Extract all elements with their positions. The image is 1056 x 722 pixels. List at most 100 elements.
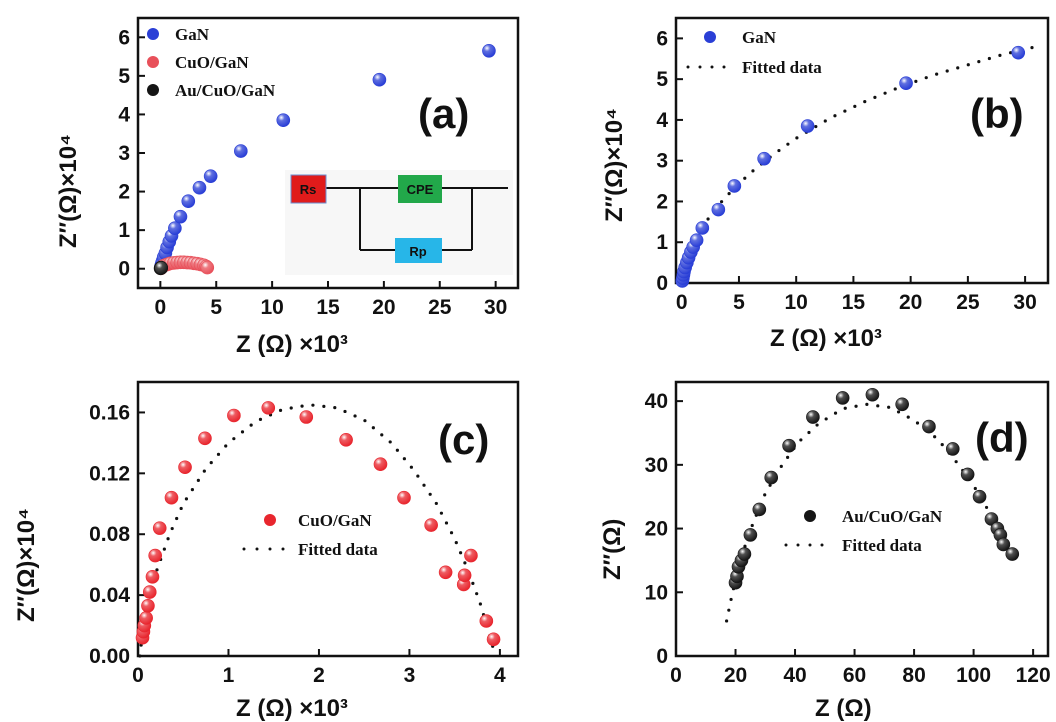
fit-dot [162, 547, 166, 551]
rp-element [395, 238, 442, 263]
data-point [299, 410, 314, 424]
fit-dot [278, 408, 283, 412]
x-tick-label: 10 [260, 296, 283, 319]
fit-dot [973, 486, 977, 491]
data-point [203, 169, 218, 183]
x-tick-label: 1 [223, 664, 235, 687]
fit-dot [887, 405, 891, 409]
legend-label: CuO/GaN [298, 511, 372, 530]
data-point [373, 457, 388, 472]
y-tick-label: 3 [118, 142, 130, 165]
data-point [945, 442, 960, 456]
fit-dot [833, 114, 837, 118]
fit-dot [434, 501, 438, 506]
y-tick-label: 2 [118, 181, 130, 204]
fit-dot [1030, 46, 1034, 50]
panel-b-label: (b) [970, 90, 1024, 137]
legend-marker [147, 28, 159, 40]
legend-dotted-line [242, 547, 285, 551]
y-tick-label: 0.16 [89, 401, 130, 424]
fit-dot [458, 551, 463, 555]
x-tick-label: 0 [132, 664, 144, 687]
fit-dot [175, 516, 179, 521]
x-tick-label: 100 [956, 664, 991, 687]
data-point [482, 43, 496, 58]
data-point [145, 570, 160, 584]
fit-dot [724, 619, 729, 623]
fit-dot [343, 409, 347, 414]
panel-d-label: (d) [975, 414, 1029, 461]
data-point [743, 528, 758, 542]
fit-dot [395, 448, 399, 452]
fit-dot [138, 654, 142, 658]
fit-dot [833, 411, 838, 415]
fit-dot [743, 176, 747, 180]
fit-dot [795, 136, 799, 140]
x-tick-label: 20 [899, 291, 922, 314]
panel-d-points [728, 387, 1020, 590]
fit-dot [444, 521, 449, 525]
y-tick-label: 0 [656, 272, 668, 295]
y-tick-label: 20 [645, 518, 668, 541]
x-tick-label: 15 [842, 291, 866, 314]
fit-dot [906, 415, 910, 419]
y-tick-label: 0.08 [89, 523, 130, 546]
data-point [181, 194, 196, 209]
y-tick-label: 1 [118, 219, 130, 242]
legend-label: Au/CuO/GaN [175, 81, 276, 100]
data-point [168, 221, 182, 236]
fit-dot [428, 492, 432, 496]
fit-dot [984, 505, 989, 510]
x-tick-label: 60 [843, 664, 866, 687]
legend-marker [804, 510, 816, 522]
data-point [960, 467, 975, 482]
data-point [276, 113, 291, 128]
fit-dot [449, 531, 454, 535]
x-tick-label: 30 [484, 296, 507, 319]
fit-dot [300, 404, 304, 408]
fit-dot [977, 60, 981, 64]
fit-dot [843, 109, 847, 113]
fit-dot [768, 483, 772, 487]
data-point [782, 438, 796, 453]
x-tick-label: 5 [733, 291, 745, 314]
fit-dot [289, 406, 293, 410]
fit-dot [371, 426, 375, 430]
fit-dot [729, 597, 733, 602]
fit-dot [865, 402, 869, 406]
data-point [737, 547, 752, 561]
x-tick-label: 25 [428, 296, 452, 319]
x-tick-label: 80 [902, 664, 925, 687]
fit-dot [763, 493, 767, 497]
data-point [192, 180, 207, 195]
panel-c-xlabel: Z (Ω) ×10³ [236, 695, 348, 722]
fit-dot [478, 602, 482, 606]
x-tick-label: 25 [956, 291, 980, 314]
fit-dot [873, 95, 877, 100]
y-tick-label: 5 [118, 65, 130, 88]
legend-dotted-line [686, 65, 726, 69]
x-tick-label: 0 [155, 296, 167, 319]
data-point [806, 410, 820, 424]
equivalent-circuit-inset: Rs CPE Rp [285, 170, 513, 275]
data-point [486, 632, 501, 647]
data-point [479, 614, 494, 628]
x-tick-label: 5 [210, 296, 222, 319]
legend-label: Fitted data [298, 540, 378, 559]
panel-a-legend: GaN CuO/GaN Au/CuO/GaN [147, 25, 276, 100]
panel-c-ticks: 0 1 2 3 4 0.00 0.04 0.08 0.12 0.16 [89, 401, 506, 687]
panel-a-xlabel: Z (Ω) ×10³ [236, 331, 348, 358]
data-point [142, 585, 157, 599]
fit-dot [209, 460, 213, 465]
fit-dot [380, 433, 384, 437]
y-tick-label: 0 [656, 645, 668, 668]
legend-label: GaN [742, 28, 777, 47]
data-point [148, 548, 162, 563]
cpe-element [398, 175, 442, 203]
fit-dot [196, 478, 200, 482]
fit-dot [779, 464, 783, 469]
fit-dot [454, 541, 458, 545]
fit-dot [786, 142, 790, 146]
data-point [689, 233, 704, 247]
panel-c: 0 1 2 3 4 0.00 0.04 0.08 0.12 0.16 CuO/GaN Fitted… [13, 380, 520, 722]
